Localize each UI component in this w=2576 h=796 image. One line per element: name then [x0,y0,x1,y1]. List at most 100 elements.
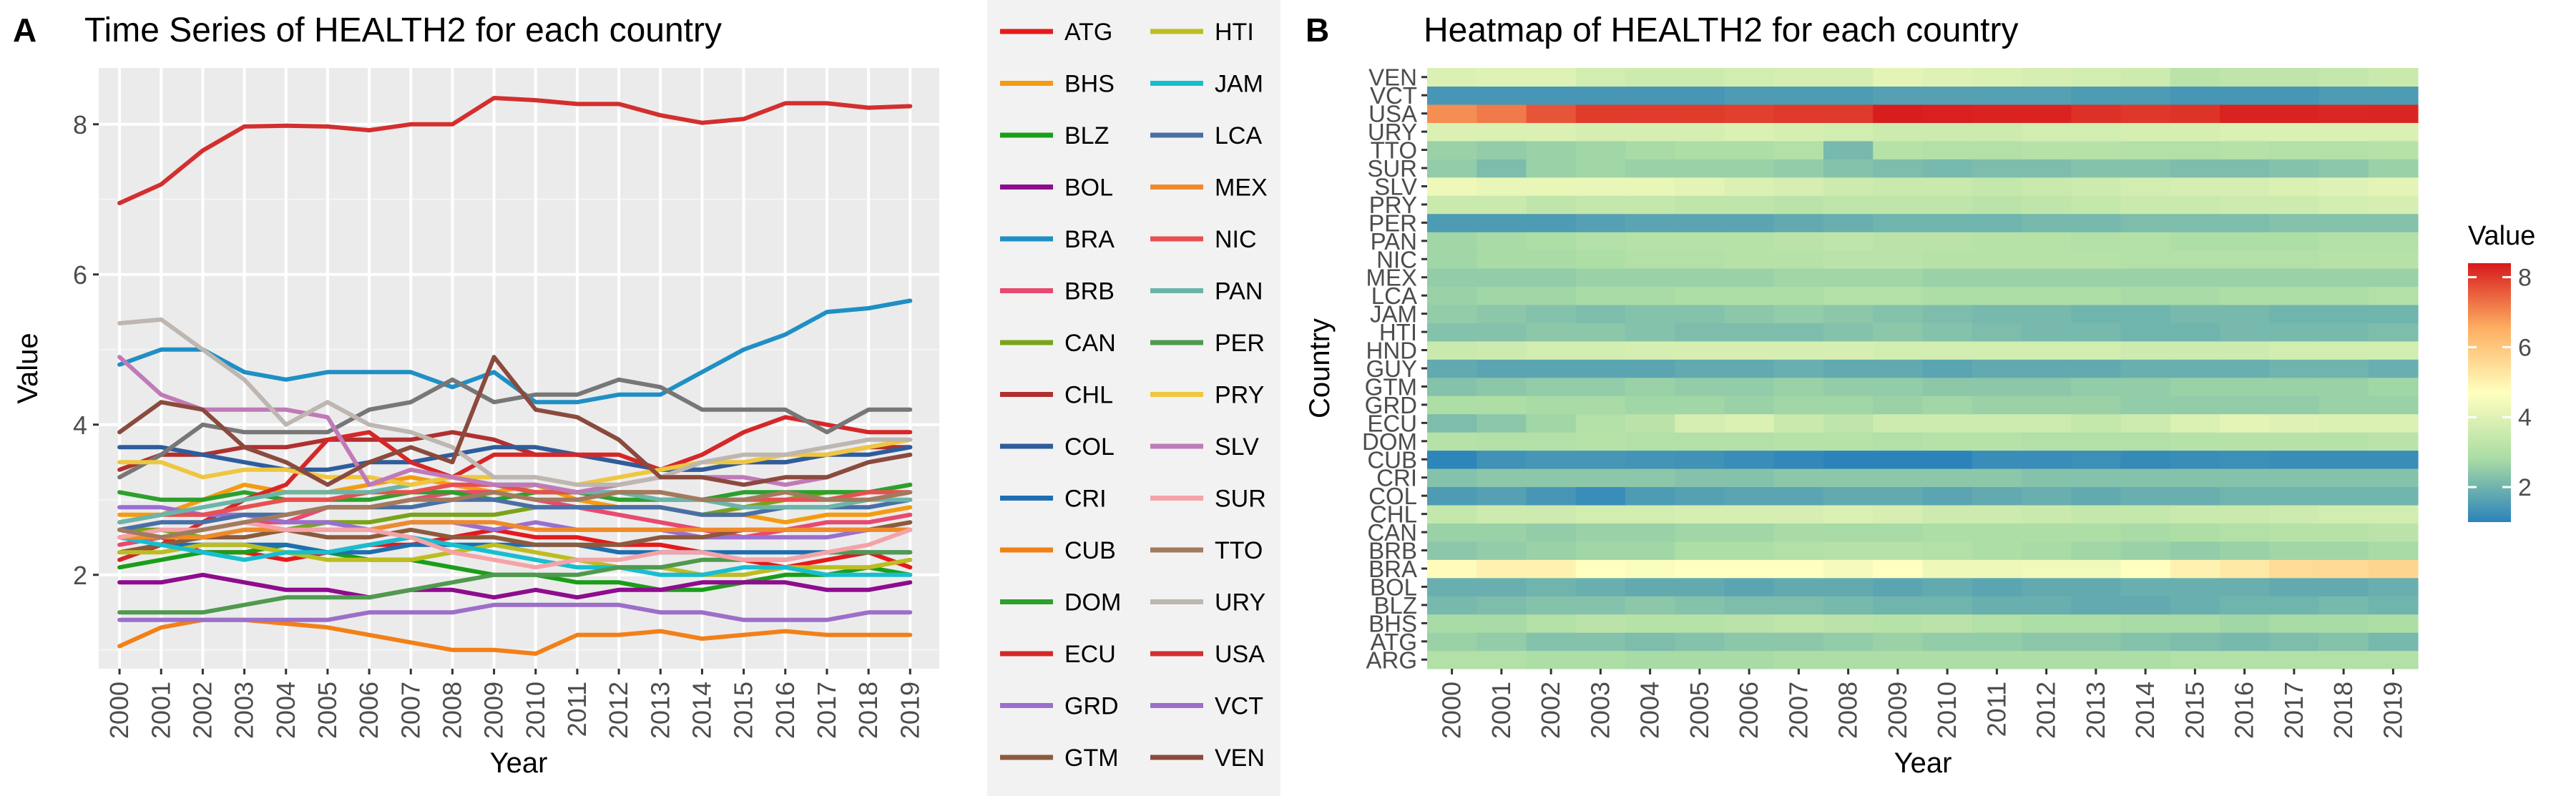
heatmap-cell-atg-2009 [1873,632,1924,652]
heatmap-cell-bol-2014 [2120,577,2171,596]
panel-a-letter: A [13,11,36,49]
heatmap-cell-tto-2016 [2220,140,2270,159]
heatmap-cell-hti-2006 [1724,323,1775,342]
heatmap-cell-bra-2011 [1972,559,2022,579]
x-tick-label: 2000 [104,682,134,739]
heatmap-cell-hti-2002 [1526,323,1577,342]
heatmap-cell-hnd-2019 [2368,340,2419,360]
heatmap-cell-ury-2002 [1526,122,1577,142]
heatmap-cell-lca-2009 [1873,286,1924,305]
heatmap-cell-pry-2002 [1526,195,1577,215]
heatmap-cell-pan-2009 [1873,232,1924,251]
heatmap-cell-atg-2014 [2120,632,2171,652]
heatmap-y-tick-label: USA [1368,101,1417,127]
heatmap-cell-bhs-2018 [2318,614,2369,633]
heatmap-cell-per-2007 [1773,213,1824,232]
heatmap-cell-chl-2012 [2022,504,2072,524]
heatmap-cell-arg-2004 [1625,650,1675,669]
heatmap-cell-mex-2018 [2318,268,2369,288]
heatmap-cell-col-2001 [1476,486,1527,506]
heatmap-cell-col-2005 [1675,486,1725,506]
heatmap-cell-bra-2014 [2120,559,2171,579]
heatmap-cell-mex-2003 [1575,268,1626,288]
legend-label-usa: USA [1215,641,1265,668]
heatmap-cell-jam-2001 [1476,304,1527,323]
heatmap-cell-can-2008 [1823,523,1874,542]
heatmap-cell-pan-2006 [1724,232,1775,251]
heatmap-cell-atg-2016 [2220,632,2270,652]
heatmap-cell-bol-2010 [1922,577,1973,596]
heatmap-cell-ury-2015 [2170,122,2220,142]
heatmap-cell-bra-2013 [2071,559,2122,579]
heatmap-cell-cri-2005 [1675,468,1725,488]
heatmap-cell-pry-2007 [1773,195,1824,215]
legend-label-per: PER [1215,330,1265,357]
legend-label-gtm: GTM [1064,745,1119,772]
line-chart-series [117,96,913,656]
heatmap-cell-ecu-2016 [2220,413,2270,433]
x-tick-label: 2012 [604,682,633,739]
heatmap-y-tick-label: ECU [1367,410,1417,436]
heatmap-cell-can-2009 [1873,523,1924,542]
heatmap-cell-hnd-2005 [1675,340,1725,360]
heatmap-cell-ecu-2008 [1823,413,1874,433]
heatmap-cell-can-2000 [1427,523,1477,542]
heatmap-x-tick-label: 2001 [1487,682,1516,739]
heatmap-cell-atg-2008 [1823,632,1874,652]
heatmap-cell-atg-2011 [1972,632,2022,652]
heatmap-cell-can-2013 [2071,523,2122,542]
heatmap-cell-pan-2014 [2120,232,2171,251]
heatmap-y-ticks: ARGATGBHSBLZBOLBRABRBCANCHLCOLCRICUBDOME… [1362,64,1427,673]
heatmap-cell-blz-2018 [2318,596,2369,615]
heatmap-cell-guy-2011 [1972,359,2022,378]
heatmap-cell-brb-2016 [2220,541,2270,560]
heatmap-cell-bhs-2007 [1773,614,1824,633]
heatmap-cell-gtm-2002 [1526,377,1577,396]
heatmap-cell-mex-2011 [1972,268,2022,288]
legend-label-dom: DOM [1064,589,1121,616]
heatmap-cell-vct-2009 [1873,86,1924,105]
heatmap-cell-brb-2014 [2120,541,2171,560]
heatmap-cell-grd-2014 [2120,395,2171,415]
heatmap-cell-gtm-2004 [1625,377,1675,396]
heatmap-cell-bol-2001 [1476,577,1527,596]
heatmap-cell-sur-2010 [1922,159,1973,178]
heatmap-cell-jam-2015 [2170,304,2220,323]
heatmap-legend-ticks: 2 4 6 8 [2468,265,2532,501]
heatmap-cell-ven-2016 [2220,68,2270,87]
heatmap-cell-vct-2015 [2170,86,2220,105]
heatmap-cell-gtm-2019 [2368,377,2419,396]
heatmap-cell-mex-2010 [1922,268,1973,288]
heatmap-cell-gtm-2014 [2120,377,2171,396]
heatmap-cell-hnd-2011 [1972,340,2022,360]
heatmap-cell-brb-2011 [1972,541,2022,560]
legend-label-pan: PAN [1215,278,1263,305]
series-line-tto [117,490,913,540]
heatmap-cell-usa-2007 [1773,104,1824,123]
heatmap-cell-ury-2007 [1773,122,1824,142]
heatmap-cell-chl-2003 [1575,504,1626,524]
x-tick-label: 2001 [146,682,175,739]
heatmap-cell-ven-2017 [2269,68,2320,87]
heatmap-cell-mex-2014 [2120,268,2171,288]
legend-label-ecu: ECU [1064,641,1116,668]
heatmap-cell-pan-2011 [1972,232,2022,251]
heatmap-cell-brb-2019 [2368,541,2419,560]
heatmap-cell-col-2015 [2170,486,2220,506]
heatmap-y-tick-label: PRY [1369,192,1417,218]
heatmap-cell-vct-2000 [1427,86,1477,105]
heatmap-y-tick-label: MEX [1366,265,1417,291]
heatmap-cell-arg-2002 [1526,650,1577,669]
heatmap-cell-lca-2012 [2022,286,2072,305]
heatmap-cell-grd-2005 [1675,395,1725,415]
heatmap-cell-guy-2018 [2318,359,2369,378]
heatmap-cell-ven-2014 [2120,68,2171,87]
heatmap-cell-tto-2017 [2269,140,2320,159]
heatmap-cell-lca-2014 [2120,286,2171,305]
heatmap-cell-cub-2006 [1724,450,1775,469]
heatmap-cell-usa-2000 [1427,104,1477,123]
heatmap-cell-hti-2016 [2220,323,2270,342]
heatmap-cell-ury-2014 [2120,122,2171,142]
heatmap-cell-sur-2016 [2220,159,2270,178]
heatmap-cell-vct-2011 [1972,86,2022,105]
